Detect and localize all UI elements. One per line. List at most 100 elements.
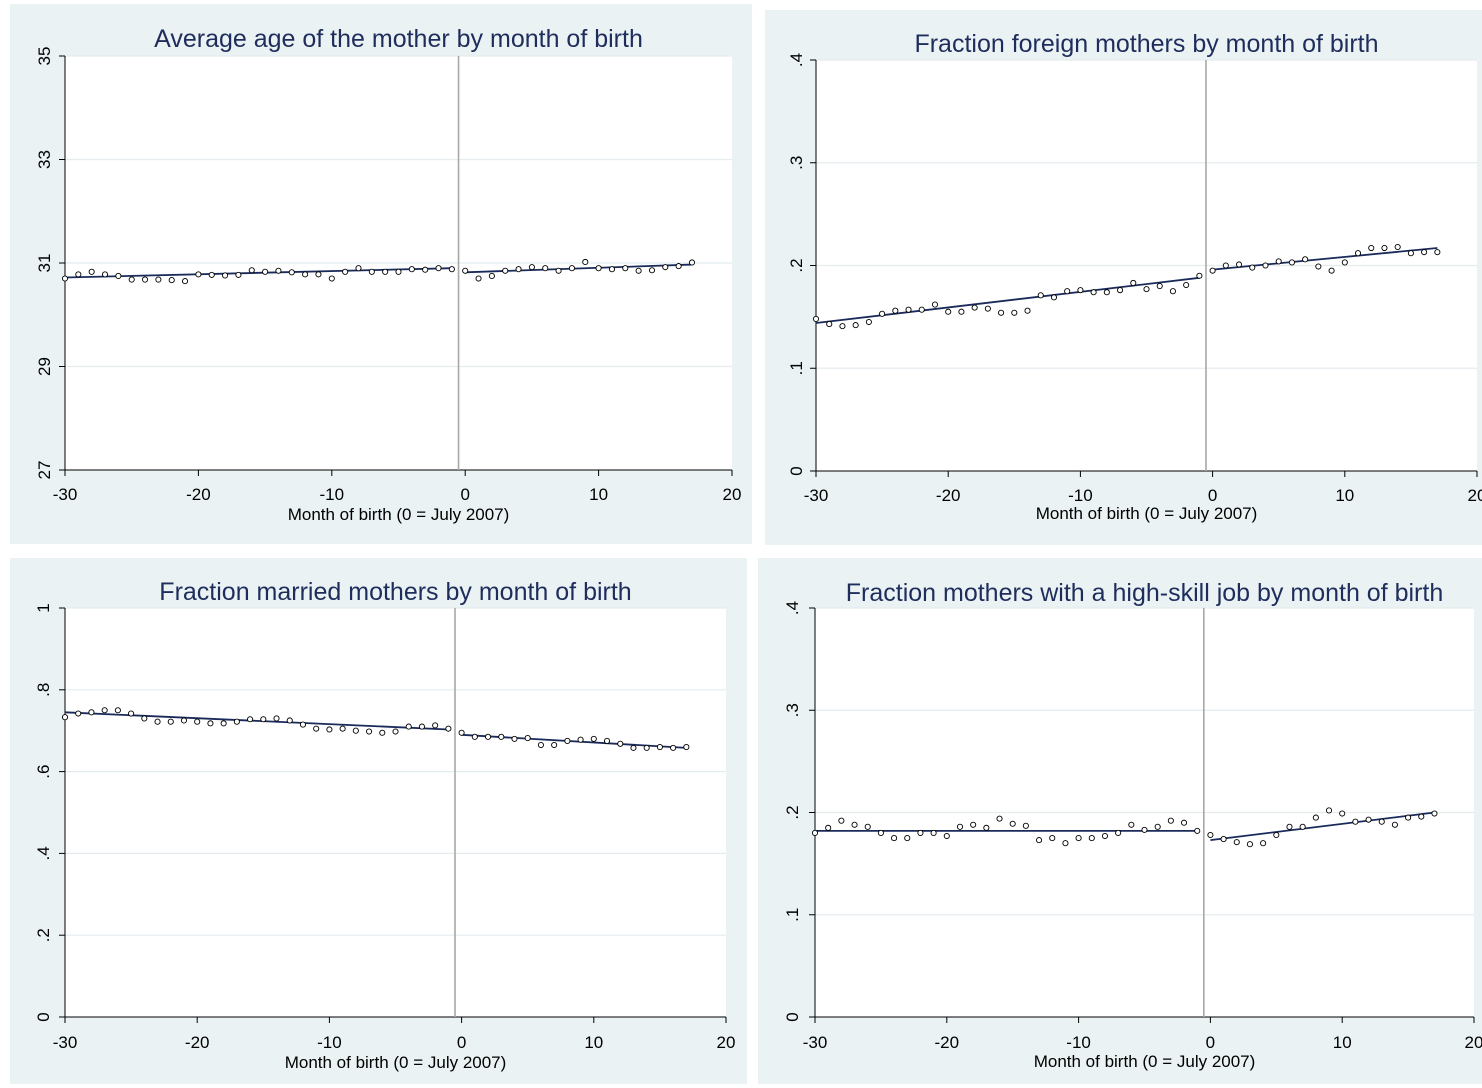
y-tick-label: 0 — [783, 1012, 802, 1021]
y-tick-label: .4 — [783, 601, 802, 615]
data-point — [471, 733, 478, 740]
data-point — [128, 276, 135, 283]
x-tick-label: -20 — [935, 1033, 960, 1052]
x-tick-label: 0 — [457, 1033, 466, 1052]
data-point — [984, 305, 991, 312]
data-point — [1368, 244, 1375, 252]
data-point — [1275, 258, 1282, 265]
y-tick-label: 29 — [35, 357, 54, 376]
data-point — [1273, 831, 1280, 839]
data-point — [1143, 286, 1150, 293]
data-point — [475, 275, 482, 282]
data-point — [195, 271, 202, 278]
x-tick-label: -20 — [936, 486, 961, 505]
data-point — [1207, 831, 1214, 839]
data-point — [1328, 267, 1335, 274]
data-point — [75, 710, 82, 717]
data-point — [1299, 823, 1306, 830]
data-point — [1325, 807, 1333, 814]
data-point — [839, 323, 846, 330]
y-tick-label: 0 — [34, 1012, 53, 1021]
data-point — [260, 716, 267, 723]
data-point — [864, 823, 871, 830]
chart-svg-foreign-mothers: Fraction foreign mothers by month of bir… — [787, 30, 1482, 523]
data-point — [248, 267, 255, 274]
data-point — [154, 718, 161, 725]
data-point — [879, 310, 886, 317]
chart-title: Fraction foreign mothers by month of bir… — [914, 30, 1378, 58]
data-point — [328, 275, 335, 282]
data-point — [826, 321, 833, 328]
x-tick-label: 0 — [1208, 486, 1217, 505]
data-point — [286, 717, 293, 724]
y-tick-label: .2 — [787, 258, 806, 272]
y-tick-label: .4 — [787, 53, 806, 67]
data-point — [405, 723, 412, 730]
data-point — [603, 737, 611, 744]
data-point — [315, 271, 322, 278]
data-point — [683, 744, 690, 751]
chart-svg-mother-age: Average age of the mother by month of bi… — [35, 25, 742, 524]
data-point — [1405, 814, 1412, 821]
chart-svg-high-skill-job: Fraction mothers with a high-skill job b… — [783, 579, 1482, 1071]
data-point — [1062, 840, 1069, 847]
data-point — [1220, 836, 1227, 843]
data-point — [812, 315, 820, 322]
data-point — [222, 272, 229, 279]
data-point — [235, 271, 242, 278]
data-point — [445, 725, 452, 732]
data-point — [811, 829, 819, 837]
data-point — [488, 272, 495, 279]
data-point — [313, 725, 320, 732]
chart-panel-married-mothers: Fraction married mothers by month of bir… — [10, 558, 747, 1084]
data-point — [1036, 837, 1043, 844]
plot-area — [65, 608, 726, 1017]
data-point — [930, 829, 937, 837]
data-point — [537, 741, 544, 749]
data-point — [1209, 267, 1216, 274]
x-tick-label: 10 — [584, 1033, 603, 1052]
data-point — [971, 304, 978, 311]
data-point — [892, 307, 899, 314]
data-point — [141, 276, 149, 283]
x-axis-label: Month of birth (0 = July 2007) — [1034, 1052, 1256, 1071]
data-point — [1090, 289, 1097, 296]
y-tick-label: .8 — [34, 683, 53, 697]
x-tick-label: 20 — [723, 485, 742, 504]
chart-panel-high-skill-job: Fraction mothers with a high-skill job b… — [758, 558, 1482, 1084]
x-tick-label: 10 — [1335, 486, 1354, 505]
data-point — [956, 823, 964, 830]
data-point — [564, 737, 571, 744]
data-point — [1011, 309, 1018, 316]
data-point — [630, 744, 637, 751]
data-point — [484, 733, 492, 740]
data-point — [458, 729, 465, 736]
data-point — [1183, 281, 1190, 289]
data-point — [577, 736, 584, 743]
data-point — [207, 720, 214, 727]
data-point — [648, 267, 656, 274]
data-point — [617, 740, 624, 747]
x-axis-label: Month of birth (0 = July 2007) — [288, 505, 510, 524]
data-point — [128, 710, 135, 717]
data-point — [1286, 823, 1293, 830]
data-point — [851, 821, 858, 828]
data-point — [1075, 835, 1082, 842]
data-point — [462, 267, 469, 274]
data-point — [88, 268, 95, 275]
x-tick-label: 0 — [1206, 1033, 1215, 1052]
data-point — [502, 267, 509, 274]
y-tick-label: .3 — [783, 703, 802, 717]
data-point — [662, 264, 669, 271]
y-tick-label: .1 — [787, 361, 806, 375]
data-point — [1103, 289, 1110, 296]
data-point — [943, 832, 950, 840]
data-point — [1101, 832, 1109, 840]
data-point — [1421, 249, 1428, 256]
data-point — [1315, 263, 1322, 270]
data-point — [656, 744, 663, 751]
data-point — [1381, 244, 1388, 252]
data-point — [528, 264, 535, 271]
data-point — [194, 718, 201, 725]
data-point — [275, 267, 282, 274]
